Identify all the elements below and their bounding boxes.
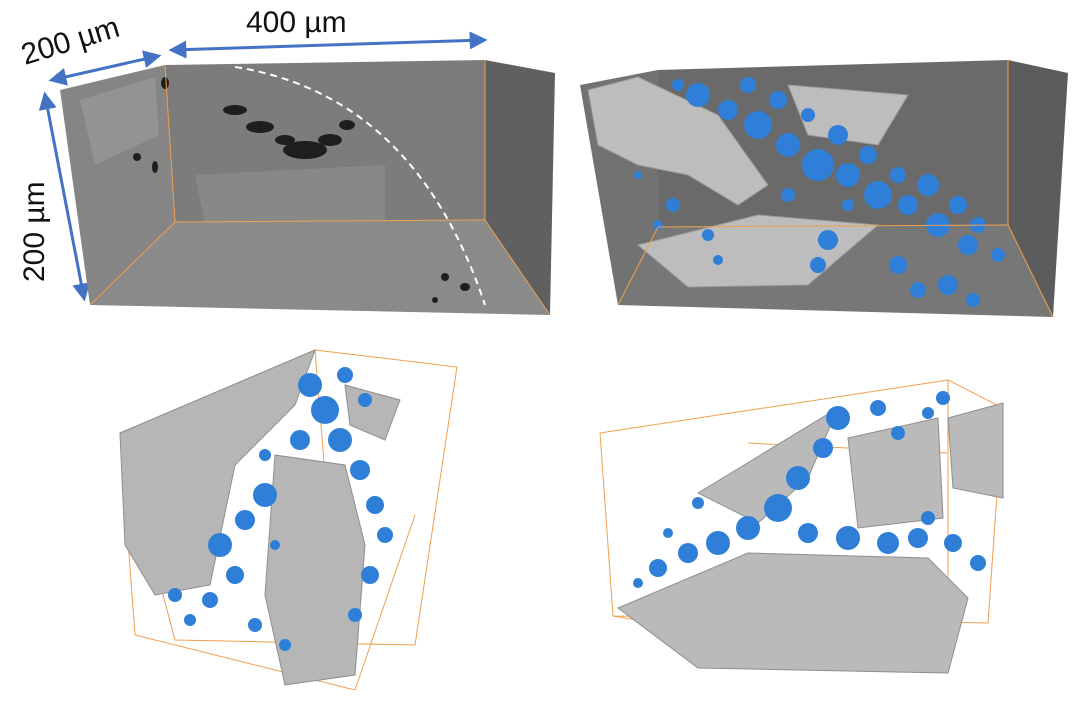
depth-arrow (48, 50, 162, 86)
width-arrow (168, 31, 488, 59)
pore-cluster (633, 391, 986, 588)
pore-render-front-panel (578, 55, 1068, 323)
phase-boundary-dashed (234, 66, 486, 306)
height-arrow (38, 91, 91, 302)
pore-cluster (168, 367, 393, 651)
pore-render-rotated-left-panel (115, 345, 465, 700)
pore-cluster (634, 77, 1005, 307)
dark-pores (133, 77, 470, 303)
ct-slice-panel (55, 55, 565, 320)
pore-render-rotated-right-panel (598, 378, 1018, 683)
